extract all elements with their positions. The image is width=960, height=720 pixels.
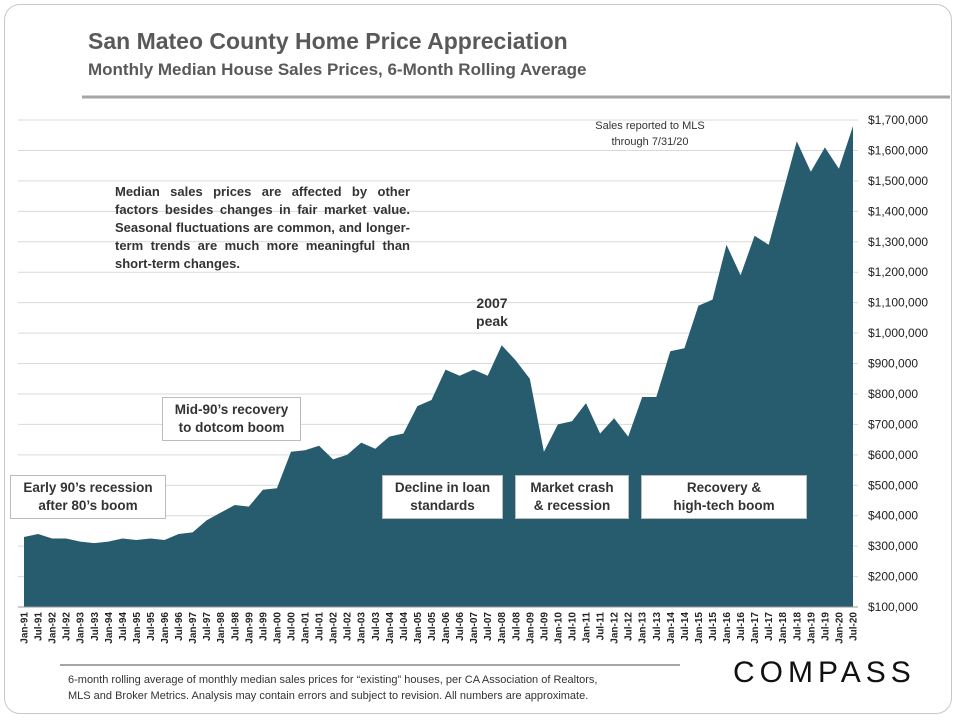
- x-tick-label: Jan-19: [806, 612, 817, 644]
- x-tick-label: Jul-08: [511, 612, 522, 641]
- x-tick-label: Jan-10: [553, 612, 564, 644]
- x-tick-label: Jul-03: [371, 612, 382, 641]
- y-tick-label: $1,200,000: [868, 265, 928, 279]
- annotation: Recovery & high-tech boom: [641, 475, 807, 519]
- x-tick-label: Jul-96: [174, 612, 185, 641]
- x-tick-label: Jan-06: [441, 612, 452, 644]
- y-tick-label: $700,000: [868, 417, 918, 431]
- x-tick-label: Jul-01: [315, 612, 326, 641]
- x-tick-label: Jan-08: [497, 612, 508, 644]
- x-tick-label: Jan-04: [385, 612, 396, 644]
- logo: COMPASS: [733, 656, 916, 689]
- x-tick-label: Jul-16: [736, 612, 747, 641]
- x-tick-label: Jan-91: [20, 612, 31, 644]
- y-tick-label: $300,000: [868, 539, 918, 553]
- y-tick-label: $1,400,000: [868, 204, 928, 218]
- x-tick-label: Jan-07: [469, 612, 480, 644]
- annotation: Median sales prices are affected by othe…: [115, 184, 410, 271]
- y-tick-label: $400,000: [868, 509, 918, 523]
- x-tick-label: Jan-99: [244, 612, 255, 644]
- x-tick-label: Jul-05: [427, 612, 438, 641]
- x-tick-label: Jul-00: [286, 612, 297, 641]
- x-tick-label: Jul-10: [567, 612, 578, 641]
- chart-title: San Mateo County Home Price Appreciation: [88, 28, 568, 54]
- x-tick-label: Jan-94: [104, 612, 115, 644]
- x-tick-label: Jul-04: [399, 612, 410, 641]
- x-tick-label: Jul-12: [624, 612, 635, 641]
- x-tick-label: Jul-20: [849, 612, 860, 641]
- x-tick-label: Jul-95: [146, 612, 157, 641]
- frame: [4, 4, 952, 714]
- annotation: 2007 peak: [476, 295, 508, 329]
- x-tick-label: Jul-93: [90, 612, 101, 641]
- x-tick-label: Jan-92: [48, 612, 59, 644]
- y-tick-label: $900,000: [868, 357, 918, 371]
- x-tick-label: Jan-20: [834, 612, 845, 644]
- y-tick-label: $1,000,000: [868, 326, 928, 340]
- y-tick-label: $200,000: [868, 570, 918, 584]
- annotation: Early 90’s recession after 80’s boom: [10, 475, 166, 519]
- x-tick-label: Jul-11: [596, 612, 607, 641]
- x-tick-label: Jul-09: [539, 612, 550, 641]
- x-tick-label: Jul-99: [258, 612, 269, 641]
- x-tick-label: Jan-11: [582, 612, 593, 644]
- x-tick-label: Jan-96: [160, 612, 171, 644]
- x-tick-label: Jul-06: [455, 612, 466, 641]
- y-tick-label: $1,500,000: [868, 174, 928, 188]
- x-tick-label: Jan-16: [722, 612, 733, 644]
- x-tick-label: Jan-15: [694, 612, 705, 644]
- x-tick-label: Jan-18: [778, 612, 789, 644]
- source-note: 6-month rolling average of monthly media…: [68, 674, 598, 702]
- x-tick-label: Jul-97: [202, 612, 213, 641]
- x-tick-label: Jul-92: [62, 612, 73, 641]
- y-tick-label: $600,000: [868, 448, 918, 462]
- x-tick-label: Jul-07: [483, 612, 494, 641]
- x-tick-label: Jan-98: [216, 612, 227, 644]
- x-tick-label: Jul-98: [230, 612, 241, 641]
- x-tick-label: Jul-15: [708, 612, 719, 641]
- x-tick-label: Jul-02: [343, 612, 354, 641]
- y-tick-label: $1,600,000: [868, 143, 928, 157]
- y-tick-label: $500,000: [868, 478, 918, 492]
- x-tick-label: Jan-97: [188, 612, 199, 644]
- x-tick-label: Jul-94: [118, 612, 129, 641]
- x-tick-label: Jul-17: [764, 612, 775, 641]
- x-tick-label: Jul-14: [680, 612, 691, 641]
- x-tick-label: Jan-01: [301, 612, 312, 644]
- annotation: Sales reported to MLS through 7/31/20: [595, 120, 705, 148]
- x-tick-label: Jan-02: [329, 612, 340, 644]
- y-tick-label: $800,000: [868, 387, 918, 401]
- y-tick-label: $100,000: [868, 600, 918, 614]
- x-tick-label: Jan-12: [610, 612, 621, 644]
- x-tick-label: Jul-13: [652, 612, 663, 641]
- x-tick-label: Jan-95: [132, 612, 143, 644]
- y-tick-label: $1,700,000: [868, 113, 928, 127]
- annotation: Market crash & recession: [515, 475, 629, 519]
- x-tick-label: Jan-03: [357, 612, 368, 644]
- x-tick-label: Jan-13: [638, 612, 649, 644]
- chart-subtitle: Monthly Median House Sales Prices, 6-Mon…: [88, 60, 587, 79]
- x-tick-label: Jan-93: [76, 612, 87, 644]
- x-tick-label: Jan-00: [272, 612, 283, 644]
- x-tick-label: Jul-91: [34, 612, 45, 641]
- x-tick-label: Jul-18: [792, 612, 803, 641]
- x-tick-label: Jan-14: [666, 612, 677, 644]
- x-tick-label: Jan-09: [525, 612, 536, 644]
- x-tick-label: Jul-19: [820, 612, 831, 641]
- annotation: Mid-90’s recovery to dotcom boom: [162, 397, 301, 441]
- y-tick-label: $1,100,000: [868, 296, 928, 310]
- x-tick-label: Jan-05: [413, 612, 424, 644]
- x-tick-label: Jan-17: [750, 612, 761, 644]
- annotation: Decline in loan standards: [382, 475, 503, 519]
- y-tick-label: $1,300,000: [868, 235, 928, 249]
